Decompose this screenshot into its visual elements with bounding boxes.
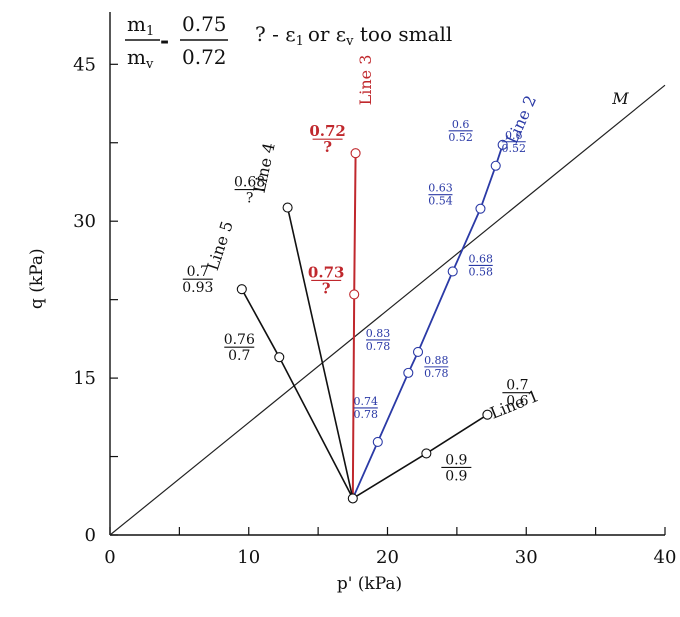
ratio-denominator: ? [323, 138, 332, 156]
legend-note-sub2: v [345, 34, 354, 49]
ratio-numerator: 0.76 [224, 332, 255, 348]
x-tick-label: 30 [515, 547, 538, 568]
data-point [421, 448, 432, 459]
ratio-denominator: 0.52 [501, 142, 526, 155]
data-point [497, 139, 508, 150]
legend-mv-sub: v [145, 57, 154, 72]
data-point [447, 266, 458, 277]
data-point [490, 160, 501, 171]
ratio-denominator: 0.54 [428, 195, 453, 208]
ratio-denominator: 0.6 [506, 394, 528, 410]
data-point [372, 436, 383, 447]
legend-separator: - [160, 28, 169, 54]
data-point [475, 203, 486, 214]
data-point [482, 409, 493, 420]
ratio-numerator: 0.88 [424, 354, 449, 367]
ratio-denominator: ? [322, 279, 331, 297]
series-line-3 [351, 153, 357, 499]
series-group [236, 139, 508, 504]
ratio-denominator: 0.93 [182, 280, 213, 296]
ratio-denominator: 0.58 [468, 265, 493, 278]
legend-num: 0.75 [182, 12, 227, 36]
data-point [350, 148, 361, 159]
data-point [236, 284, 247, 295]
legend-m1: m1 [127, 12, 154, 39]
ratio-denominator: 0.78 [424, 367, 449, 380]
legend-den: 0.72 [182, 45, 227, 69]
legend-mv-base: m [127, 45, 146, 69]
ratio-denominator: 0.78 [366, 340, 391, 353]
series-line-5 [241, 288, 354, 499]
ratio-numerator: 0.63 [428, 182, 453, 195]
ratio-numerator: 0.68 [468, 252, 493, 265]
y-axis-title: q (kPa) [27, 248, 47, 309]
data-point [282, 202, 293, 213]
ratio-numerator: 0.74 [354, 395, 379, 408]
x-tick-label: 20 [376, 547, 399, 568]
axes: 0 10 20 30 40 0 15 30 45 p' (kPa) q (kPa) [27, 12, 676, 594]
legend-mv: mv [127, 45, 154, 72]
legend-note-post: too small [354, 22, 453, 46]
data-point [349, 289, 360, 300]
legend-m1-sub: 1 [146, 24, 154, 39]
legend-note-sub1: 1 [296, 34, 304, 49]
ratio-denominator: ? [246, 191, 254, 207]
ratio-numerator: 0.68 [234, 175, 265, 191]
ratio-numerator: 0.83 [366, 327, 391, 340]
ratio-denominator: 0.9 [445, 468, 467, 484]
y-tick-label: 0 [85, 525, 96, 546]
ratio-numerator: 0.7 [187, 264, 209, 280]
x-tick-label: 10 [237, 547, 260, 568]
ratio-numerator: 0.7 [506, 378, 528, 394]
critical-state-line-label: M [611, 89, 629, 108]
ratio-denominator: 0.7 [228, 348, 250, 364]
critical-state-line-group: M [109, 84, 666, 536]
series-name-label: Line 3 [356, 55, 375, 106]
data-point [274, 352, 285, 363]
legend-note: ? - ε1 or εv too small [255, 22, 452, 49]
y-tick-label: 30 [73, 211, 96, 232]
ratio-numerator: 0.6 [505, 129, 523, 142]
legend-note-pre: ? - ε [255, 22, 296, 46]
data-point [412, 346, 424, 358]
critical-state-line [109, 84, 666, 536]
data-point [403, 367, 414, 378]
series-line-4 [286, 207, 354, 499]
ratio-numerator: 0.6 [452, 118, 470, 131]
ratio-numerator: 0.73 [308, 263, 345, 281]
y-tick-label: 45 [73, 54, 96, 75]
x-axis-title: p' (kPa) [337, 574, 402, 594]
origin-point [347, 493, 358, 504]
x-tick-label: 0 [104, 547, 115, 568]
ratio-denominator: 0.52 [448, 131, 473, 144]
x-tick-label: 40 [654, 547, 677, 568]
legend-m1-base: m [127, 12, 146, 36]
legend-note-mid: or ε [308, 22, 346, 46]
series-line-2 [351, 144, 504, 499]
legend: m1 mv - 0.75 0.72 ? - ε1 or εv too small [125, 12, 452, 72]
ratio-numerator: 0.9 [445, 452, 467, 468]
ratio-denominator: 0.78 [354, 408, 379, 421]
y-tick-label: 15 [73, 368, 96, 389]
ratio-numerator: 0.72 [309, 122, 346, 140]
